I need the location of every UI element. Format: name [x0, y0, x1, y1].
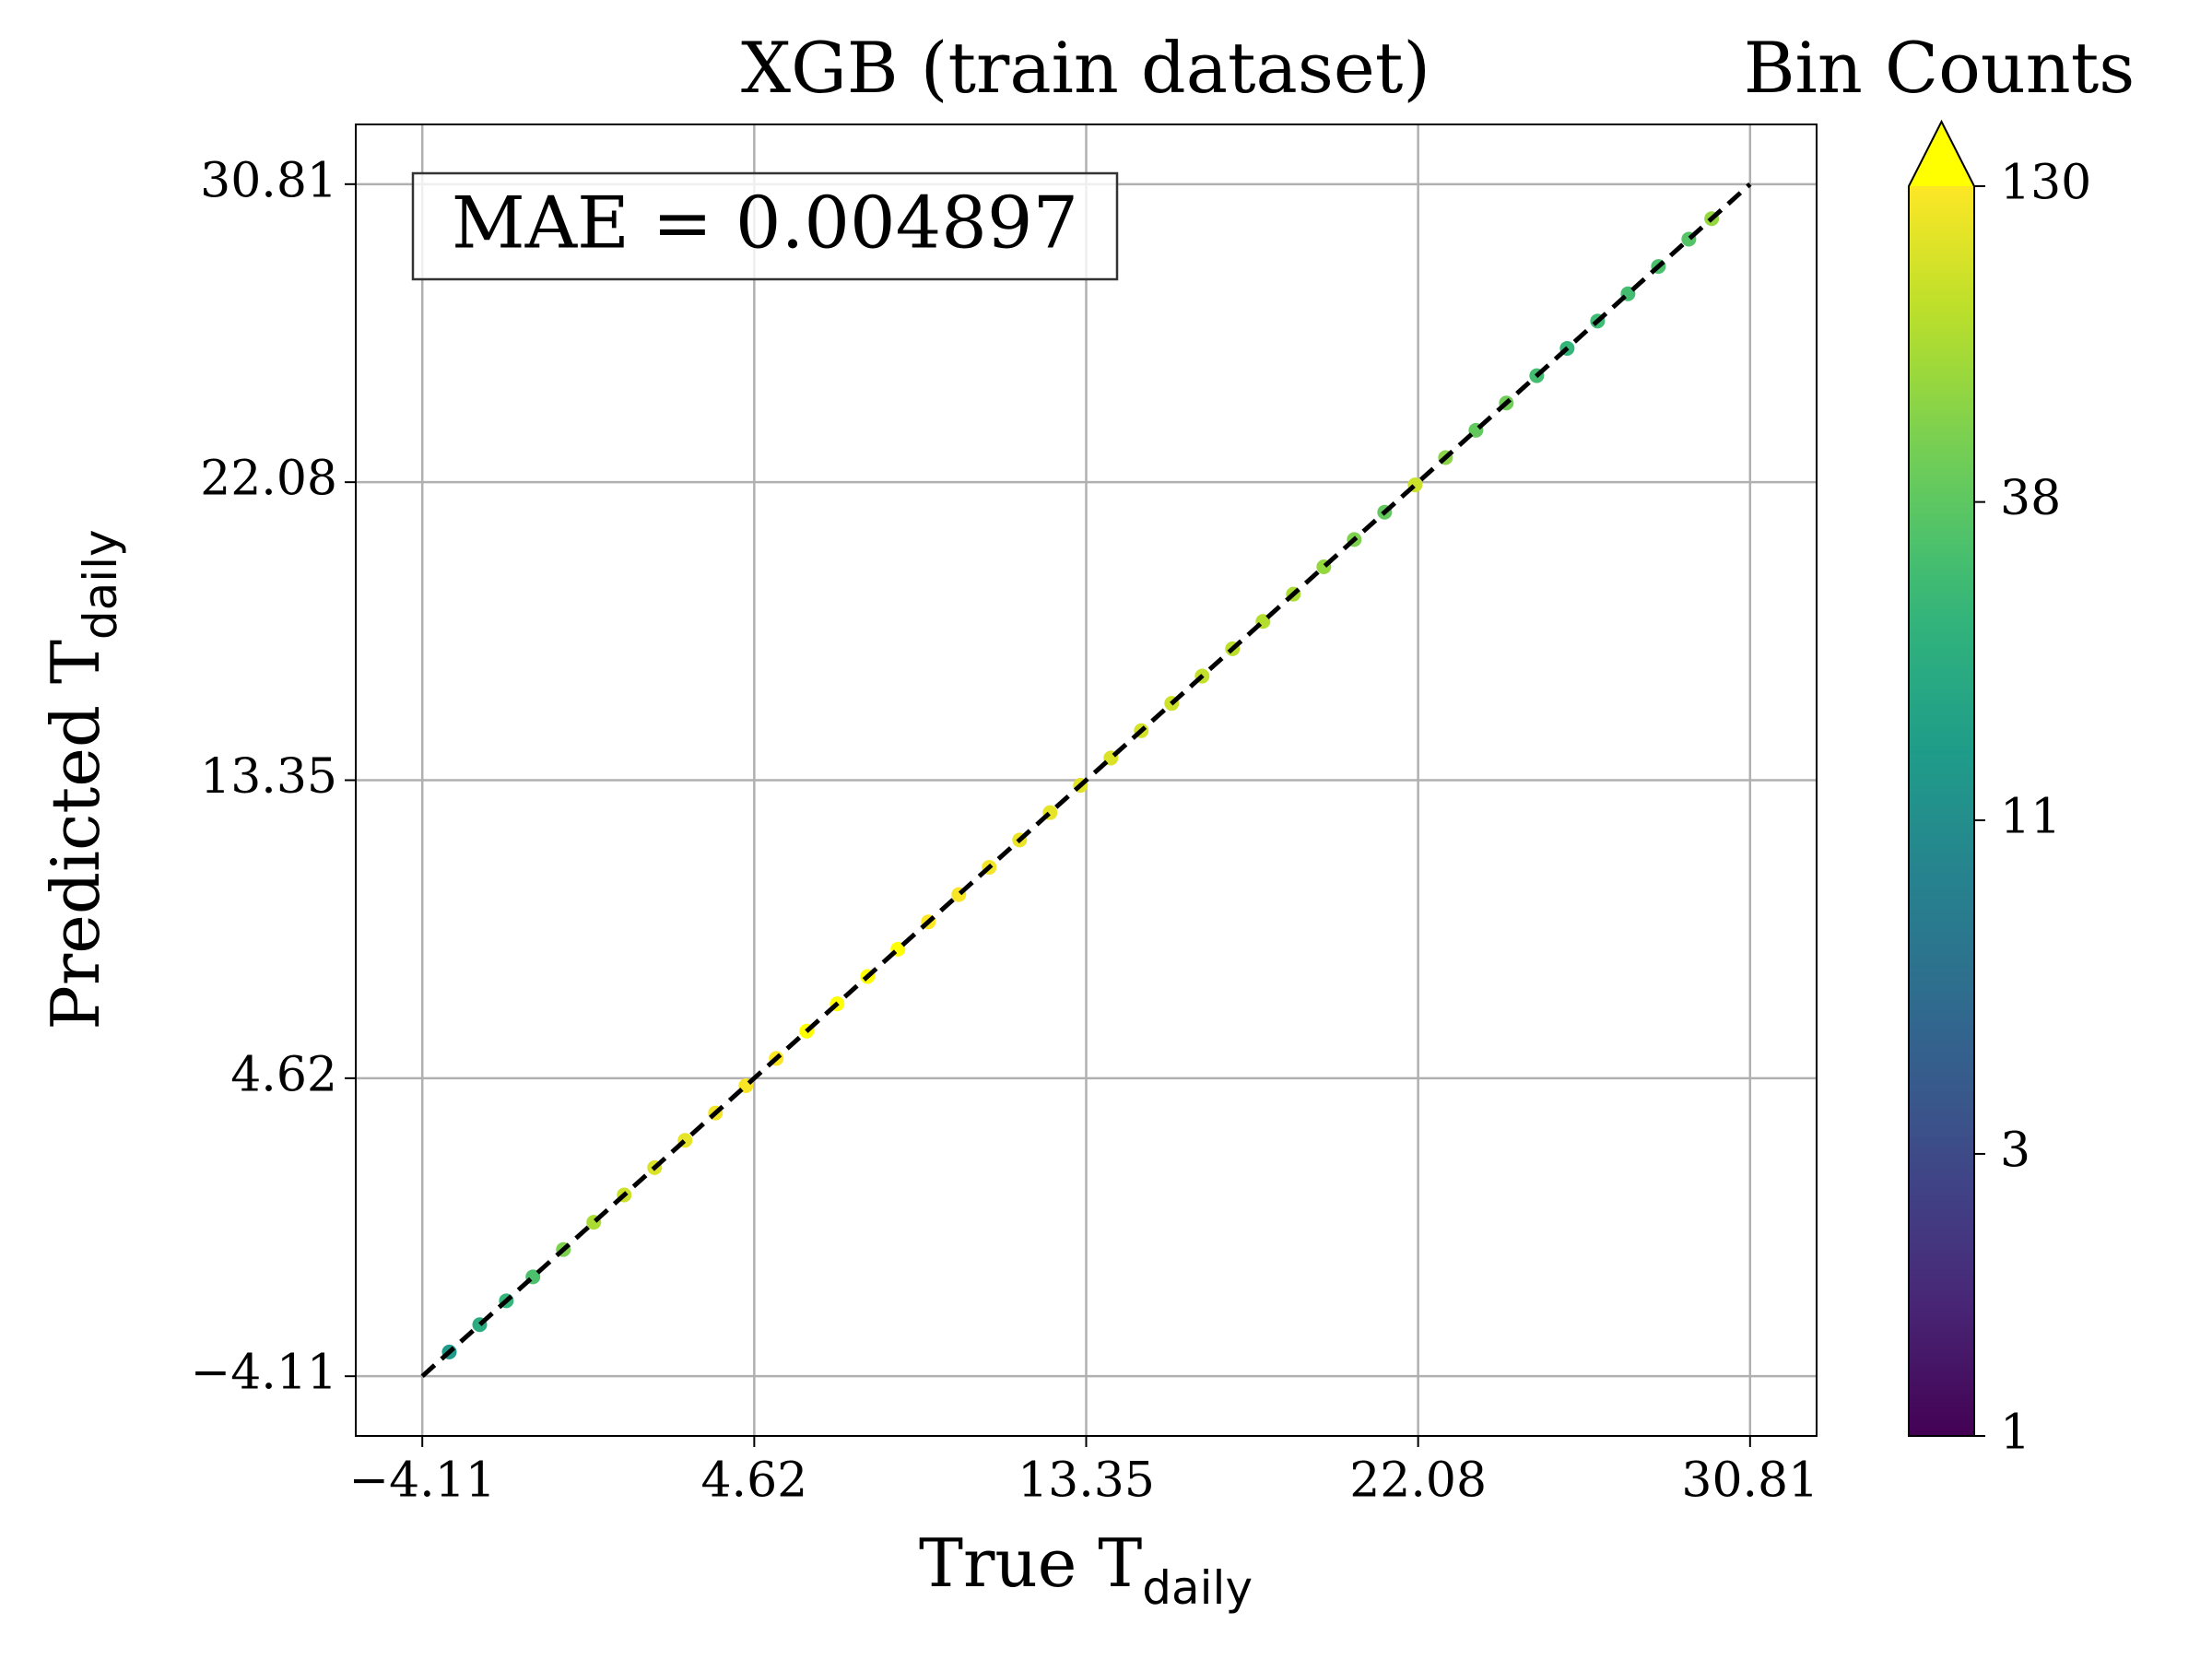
- x-tick-label: 22.08: [1349, 1453, 1487, 1509]
- colorbar-tick-label: 130: [2000, 156, 2091, 211]
- x-tick-label: 4.62: [700, 1453, 807, 1509]
- colorbar-label: Bin Counts: [1744, 27, 2136, 109]
- y-label-text: Predicted T: [37, 640, 114, 1030]
- colorbar-extension: [1909, 122, 1974, 186]
- identity-line: [420, 182, 1752, 1379]
- x-tick-label: −4.11: [349, 1453, 496, 1509]
- colorbar-frame: [1908, 119, 1975, 1437]
- x-tick-label: 30.81: [1681, 1453, 1818, 1509]
- y-tick-label: 13.35: [200, 749, 337, 805]
- y-label-subscript: daily: [74, 529, 127, 640]
- y-tick-label: 4.62: [230, 1047, 337, 1102]
- colorbar-tick-label: 38: [2000, 471, 2061, 526]
- x-label-subscript: daily: [1142, 1561, 1253, 1615]
- colorbar-tick-label: 1: [2000, 1406, 2030, 1461]
- colorbar: [1909, 186, 1974, 1436]
- chart-title: XGB (train dataset): [741, 27, 1430, 109]
- annotation-box: [411, 171, 1119, 281]
- y-axis-label: Predicted Tdaily: [37, 529, 127, 1030]
- y-tick-label: −4.11: [191, 1346, 337, 1401]
- colorbar-tick-label: 3: [2000, 1123, 2030, 1178]
- x-tick-label: 13.35: [1018, 1453, 1155, 1509]
- y-tick-label: 22.08: [200, 452, 337, 507]
- x-axis-label: True Tdaily: [919, 1524, 1253, 1615]
- x-label-text: True T: [919, 1524, 1142, 1602]
- plot-frame: [355, 124, 1818, 1437]
- colorbar-tick-label: 11: [2000, 789, 2061, 844]
- y-tick-label: 30.81: [200, 153, 337, 208]
- annotation: MAE = 0.004897: [452, 182, 1078, 265]
